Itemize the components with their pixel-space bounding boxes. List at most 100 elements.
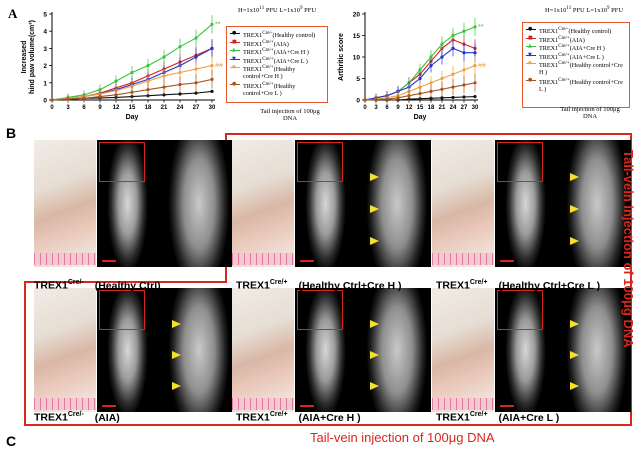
x-tick-label: 6: [385, 105, 389, 111]
data-point: [429, 81, 433, 85]
image-caption: TREX1Cre/+ (Healthy Ctrl+Cre L ): [436, 279, 601, 292]
legend-item: TREX1Cre/-(Healthy control): [539, 27, 612, 36]
legend-right: ● TREX1Cre/-(Healthy control) ■ TREX1Cre/+(…: [522, 22, 630, 108]
data-point: [162, 93, 166, 97]
legend-marker: ▲: [526, 43, 536, 50]
data-point: [194, 91, 198, 95]
yellow-arrow-icon: [370, 320, 379, 329]
x-tick-label: 24: [450, 105, 457, 111]
legend-item: TREX1Cre/+(AIA): [539, 35, 585, 44]
micro-ct-foot: [295, 140, 363, 267]
legend-marker: ▼: [230, 56, 240, 63]
data-point: [146, 88, 150, 92]
significance-annotation: ##: [215, 63, 223, 70]
data-point: [146, 64, 150, 68]
x-tick-label: 27: [193, 105, 200, 111]
yellow-arrow-icon: [370, 382, 379, 391]
yellow-arrow-icon: [370, 204, 379, 213]
scale-bar: [102, 405, 116, 407]
data-point: [194, 67, 198, 71]
y-tick-label: 3: [43, 46, 47, 53]
yellow-arrow-icon: [370, 236, 379, 245]
yellow-arrow-icon: [172, 351, 181, 360]
x-tick-label: 3: [66, 105, 70, 111]
data-point: [363, 98, 367, 102]
data-point: [440, 87, 444, 91]
ruler: [34, 253, 96, 265]
legend-marker: ▲: [230, 47, 240, 54]
image-caption: TREX1Cre/+ (AIA+Cre L ): [436, 411, 560, 424]
ruler: [34, 398, 96, 410]
y-tick-label: 0: [356, 98, 360, 105]
y-tick-label: 5: [43, 12, 47, 19]
legend-marker: ■: [230, 39, 240, 46]
data-point: [82, 96, 86, 100]
y-tick-label: 0: [43, 98, 47, 105]
mouse-paw-photo: [34, 140, 96, 267]
mouse-paw-photo: [432, 140, 494, 267]
y-tick-label: 4: [43, 29, 47, 36]
panel-label-c: C: [6, 433, 17, 449]
data-point: [210, 46, 214, 51]
legend-item: TREX1Cre/+(Healthy control+Cre H ): [539, 61, 623, 77]
yellow-arrow-icon: [570, 236, 579, 245]
legend-marker: ◆: [526, 60, 536, 67]
data-point: [418, 91, 422, 96]
image-caption: TREX1Cre/+ (Healthy Ctrl+Cre H ): [236, 279, 402, 292]
yellow-arrow-icon: [370, 173, 379, 182]
data-point: [473, 81, 477, 85]
scale-bar: [500, 405, 514, 407]
data-point: [440, 96, 444, 100]
yellow-arrow-icon: [570, 382, 579, 391]
y-axis-label: Increasedhind paw volume(cm³): [21, 20, 36, 94]
micro-ct-foot: [295, 288, 363, 412]
x-tick-label: 15: [129, 105, 136, 111]
zoom-region-box: [99, 290, 145, 330]
x-tick-label: 0: [363, 105, 367, 111]
legend-item: TREX1Cre/+(AIA+Cre L ): [243, 56, 308, 65]
micro-ct-zoom: [563, 140, 631, 267]
panel-label-b: B: [6, 125, 17, 141]
x-axis-label: Day: [126, 114, 139, 121]
yellow-arrow-icon: [570, 351, 579, 360]
scale-bar: [300, 260, 314, 262]
y-tick-label: 5: [356, 76, 360, 83]
micro-ct-zoom: [563, 288, 631, 412]
x-tick-label: 12: [113, 105, 120, 111]
data-point: [451, 46, 455, 51]
data-point: [385, 97, 389, 101]
yellow-arrow-icon: [172, 382, 181, 391]
data-point: [462, 29, 466, 33]
micro-ct-zoom: [165, 140, 233, 267]
legend-marker: ●: [230, 81, 240, 88]
data-point: [396, 96, 400, 100]
data-point: [130, 70, 134, 75]
mouse-paw-photo: [34, 288, 96, 412]
data-point: [440, 42, 444, 46]
data-point: [146, 79, 150, 83]
scale-bar: [300, 405, 314, 407]
legend-item: TREX1Cre/+(Healthy control+Cre H ): [243, 65, 296, 81]
legend-marker: ■: [526, 35, 536, 42]
micro-ct-zoom: [165, 288, 233, 412]
data-point: [473, 64, 477, 68]
legend-item: TREX1Cre/+(Healthy control+Cre L ): [243, 82, 296, 98]
data-point: [162, 85, 166, 89]
y-axis-label: Arthritic score: [338, 33, 345, 81]
data-point: [462, 51, 466, 55]
data-point: [210, 22, 214, 26]
micro-ct-foot: [495, 288, 563, 412]
mouse-paw-photo: [232, 140, 294, 267]
x-tick-label: 27: [461, 105, 468, 111]
data-point: [440, 55, 444, 59]
arthritic-score-chart: 0 5 10 15 20 0 3 6 9 12 15 18 21 24 27 30 Day Arthritic s…: [338, 12, 486, 122]
x-tick-label: 3: [374, 105, 378, 111]
x-tick-label: 0: [50, 105, 54, 111]
data-point: [418, 85, 422, 89]
data-point: [451, 72, 455, 76]
data-point: [210, 77, 214, 81]
legend-marker: ●: [526, 77, 536, 84]
legend-right-header: H=1x1011 PFU L=1x109 PFU: [545, 6, 624, 15]
data-point: [407, 94, 411, 98]
data-point: [462, 83, 466, 87]
